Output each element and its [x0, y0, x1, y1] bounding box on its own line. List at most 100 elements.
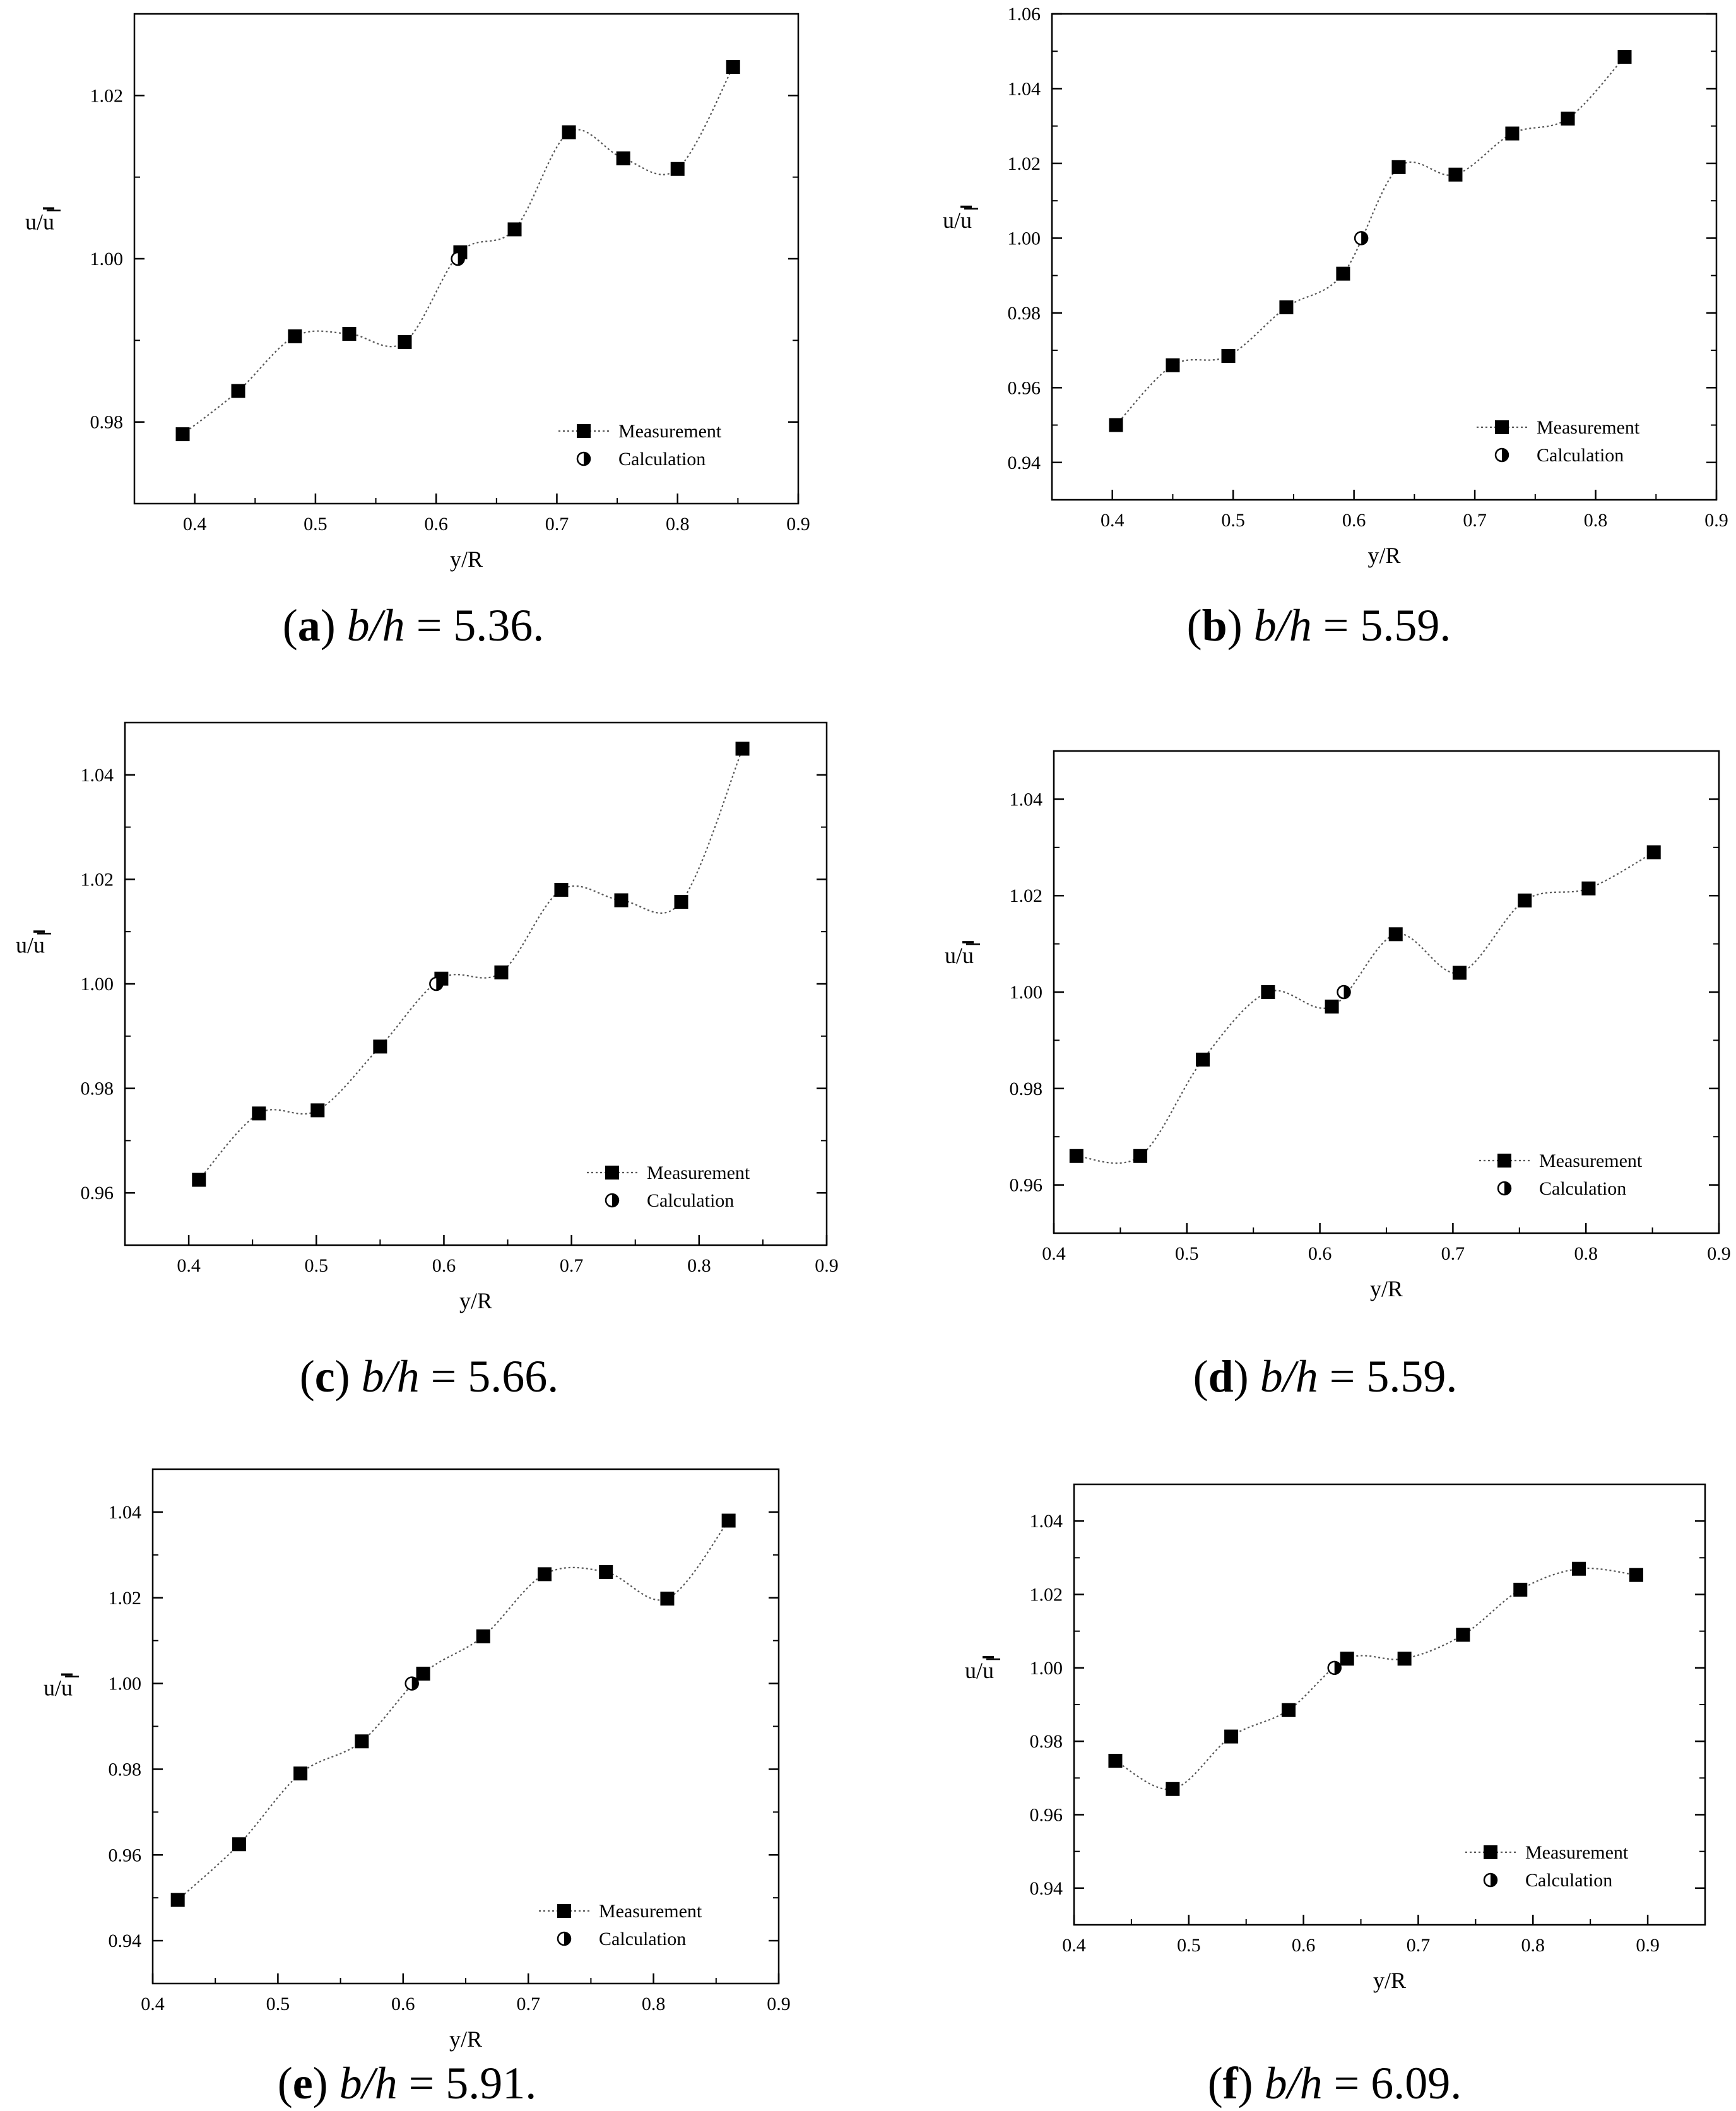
x-tick-label-a: 0.6 [424, 514, 448, 535]
x-tick-label-f: 0.5 [1177, 1935, 1201, 1956]
y-tick-label-e: 0.98 [109, 1759, 142, 1780]
measurement-point-e-5 [476, 1629, 490, 1643]
panel-a: 0.4 0.5 0.6 0.7 0.8 0.9 0.98 1.00 1.02 y/R u/u Meas… [0, 0, 868, 682]
y-axis-label-part-f: u/ [965, 1658, 983, 1683]
caption-c: (c) b/h = 5.66. [299, 1351, 559, 1402]
y-tick-label-a: 1.02 [90, 85, 124, 106]
x-axis-label-f: y/R [1373, 1968, 1406, 1993]
y-tick-label-b: 1.02 [1008, 153, 1041, 174]
y-tick-label-f: 1.02 [1030, 1585, 1063, 1605]
x-tick-label-d: 0.4 [1042, 1243, 1066, 1264]
chart-c: 0.4 0.5 0.6 0.7 0.8 0.9 0.96 0.98 1.00 1.02 1.04 y/… [16, 721, 839, 1313]
caption-letter-a: a [297, 600, 321, 651]
measurement-point-d-7 [1518, 893, 1532, 908]
panel-b: 0.4 0.5 0.6 0.7 0.8 0.9 0.94 0.96 0.98 1.00 1.02 1.… [868, 0, 1736, 682]
legend-measurement-marker-d [1497, 1154, 1511, 1168]
x-axis-label-e: y/R [449, 2026, 482, 2052]
legend-calculation-marker-f [1483, 1872, 1498, 1888]
caption-eq-a: = [404, 600, 454, 651]
y-tick-label-e: 0.96 [109, 1845, 142, 1866]
calculation-point-a-0 [451, 251, 465, 266]
y-tick-label-c: 1.04 [81, 765, 114, 786]
y-tick-label-b: 0.98 [1008, 303, 1041, 324]
measurement-point-f-5 [1397, 1652, 1412, 1666]
measurement-point-a-2 [288, 329, 302, 343]
x-axis-label-a: y/R [450, 547, 483, 572]
caption-e: (e) b/h = 5.91. [277, 2058, 537, 2108]
x-tick-label-c: 0.8 [687, 1255, 711, 1276]
measurement-point-c-0 [192, 1173, 206, 1187]
measurement-point-a-4 [398, 334, 412, 349]
legend-calculation-marker-e [557, 1931, 572, 1946]
measurement-point-e-6 [537, 1567, 552, 1582]
legend-measurement-marker-b [1495, 420, 1509, 434]
measurement-point-b-8 [1561, 111, 1575, 126]
y-tick-label-f: 0.98 [1030, 1731, 1063, 1752]
y-axis-label-part-b: u/ [943, 208, 960, 233]
caption-ratio-label-d: b/h [1260, 1351, 1318, 1402]
measurement-point-d-2 [1196, 1052, 1210, 1067]
measurement-point-f-2 [1224, 1729, 1239, 1744]
panel-f: 0.4 0.5 0.6 0.7 0.8 0.9 0.94 0.96 0.98 1.00 1.02 1.… [868, 1452, 1736, 2111]
calculation-point-c-0 [429, 976, 444, 991]
measurement-point-b-9 [1617, 50, 1632, 64]
legend-calculation-marker-c-fill [612, 1194, 618, 1207]
measurement-point-a-9 [670, 162, 685, 176]
measurement-point-e-8 [660, 1592, 675, 1606]
trend-line-d [1076, 851, 1655, 1164]
measurement-point-d-3 [1261, 985, 1275, 999]
legend-measurement-marker-e [557, 1904, 571, 1918]
legend-calculation-marker-a-fill [584, 452, 590, 465]
measurement-point-c-6 [554, 882, 569, 897]
measurement-point-a-3 [342, 326, 357, 341]
y-axis-label-ubar-c: u [33, 932, 45, 957]
y-tick-label-c: 1.02 [81, 869, 114, 890]
calculation-point-f-0-fill [1334, 1661, 1341, 1674]
x-tick-label-a: 0.4 [183, 514, 207, 535]
calculation-point-f-0 [1327, 1660, 1342, 1676]
measurement-point-f-6 [1456, 1628, 1470, 1642]
measurement-point-f-1 [1166, 1782, 1180, 1796]
legend-measurement-marker-f [1484, 1845, 1497, 1859]
y-tick-label-a: 1.00 [90, 249, 124, 269]
x-tick-label-a: 0.9 [786, 514, 810, 535]
caption-ratio-label-b: b/h [1253, 600, 1312, 651]
x-tick-label-f: 0.9 [1636, 1935, 1660, 1956]
y-tick-label-e: 1.04 [109, 1502, 142, 1523]
calculation-point-b-0 [1354, 231, 1369, 245]
measurement-point-b-3 [1279, 300, 1294, 314]
legend-calculation-label-f: Calculation [1525, 1870, 1612, 1891]
measurement-point-d-9 [1646, 845, 1661, 860]
y-tick-label-a: 0.98 [90, 412, 124, 433]
x-tick-label-d: 0.5 [1175, 1243, 1199, 1264]
measurement-point-b-7 [1505, 126, 1520, 141]
panel-d: 0.4 0.5 0.6 0.7 0.8 0.9 0.96 0.98 1.00 1.02 1.04 y/… [868, 707, 1736, 1376]
measurement-point-e-1 [232, 1837, 246, 1852]
x-tick-label-a: 0.5 [304, 514, 328, 535]
x-tick-label-e: 0.4 [141, 1994, 165, 2014]
legend-measurement-label-d: Measurement [1539, 1150, 1643, 1171]
caption-letter-c: c [314, 1351, 335, 1402]
trend-line-e [177, 1520, 729, 1901]
trend-line-b [1115, 56, 1626, 426]
caption-eq-b: = [1311, 600, 1361, 651]
measurement-point-a-6 [507, 222, 522, 237]
y-axis-label-c: u/u [16, 932, 45, 957]
x-tick-label-b: 0.4 [1101, 510, 1125, 531]
measurement-point-e-0 [170, 1893, 185, 1907]
x-tick-label-e: 0.9 [767, 1994, 791, 2014]
y-tick-label-f: 0.94 [1030, 1878, 1063, 1899]
measurement-point-a-8 [616, 151, 630, 165]
x-tick-label-e: 0.6 [391, 1994, 415, 2014]
calculation-point-d-0 [1337, 985, 1351, 1000]
measurement-point-d-8 [1581, 881, 1596, 896]
y-tick-label-e: 0.94 [109, 1931, 142, 1951]
caption-f: (f) b/h = 6.09. [1207, 2058, 1462, 2108]
measurement-point-b-4 [1336, 266, 1350, 281]
legend-calculation-marker-b [1494, 447, 1509, 463]
caption-eq-d: = [1318, 1351, 1367, 1402]
measurement-point-e-4 [416, 1666, 430, 1681]
measurement-point-f-7 [1513, 1582, 1528, 1597]
chart-b: 0.4 0.5 0.6 0.7 0.8 0.9 0.94 0.96 0.98 1.00 1.02 1.… [943, 4, 1728, 568]
caption-ratio-label-a: b/h [346, 600, 405, 651]
